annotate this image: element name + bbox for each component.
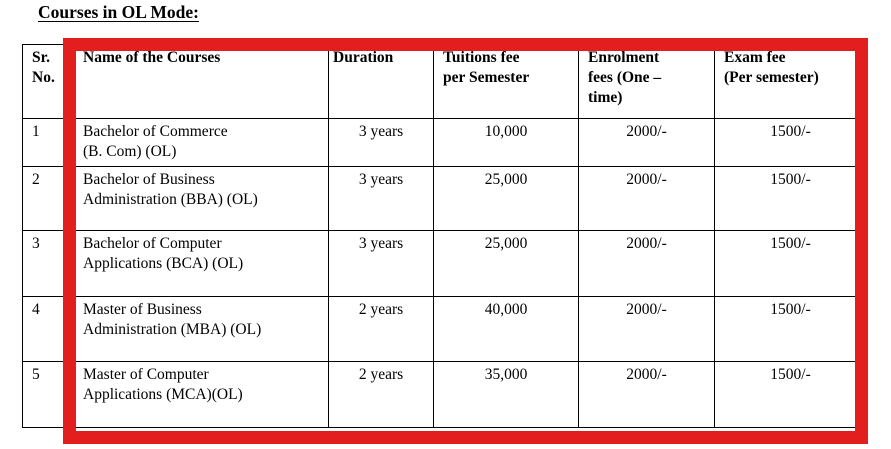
table-header-row: Sr. No. Name of the Courses Duration Tuitio…	[22, 44, 867, 119]
header-cell-enrol: Enrolment fees (One – time)	[578, 44, 715, 119]
cell-name: Bachelor of Computer Applications (BCA) …	[63, 230, 329, 297]
cell-sr: 3	[22, 230, 64, 297]
cell-tuition: 40,000	[433, 296, 579, 362]
cell-exam: 1500/-	[714, 361, 867, 428]
header-cell-tuition: Tuitions fee per Semester	[433, 44, 579, 119]
header-cell-exam: Exam fee (Per semester)	[714, 44, 867, 119]
cell-enrol: 2000/-	[578, 361, 715, 428]
table-body: 1 Bachelor of Commerce (B. Com) (OL) 3 yea…	[22, 118, 867, 428]
cell-enrol: 2000/-	[578, 296, 715, 362]
cell-exam: 1500/-	[714, 296, 867, 362]
cell-duration: 2 years	[328, 296, 434, 362]
page-title: Courses in OL Mode:	[38, 2, 199, 22]
table-header: Sr. No. Name of the Courses Duration Tuitio…	[22, 44, 867, 119]
table-row: 3 Bachelor of Computer Applications (BCA)…	[22, 230, 867, 297]
cell-exam: 1500/-	[714, 118, 867, 167]
cell-enrol: 2000/-	[578, 230, 715, 297]
cell-enrol: 2000/-	[578, 118, 715, 167]
cell-name: Bachelor of Commerce (B. Com) (OL)	[63, 118, 329, 167]
header-cell-name: Name of the Courses	[63, 44, 329, 119]
cell-duration: 3 years	[328, 166, 434, 231]
cell-name: Master of Business Administration (MBA) …	[63, 296, 329, 362]
table-row: 1 Bachelor of Commerce (B. Com) (OL) 3 yea…	[22, 118, 867, 167]
header-cell-sr: Sr. No.	[22, 44, 64, 119]
cell-sr: 4	[22, 296, 64, 362]
header-cell-duration: Duration	[328, 44, 434, 119]
cell-sr: 5	[22, 361, 64, 428]
cell-tuition: 25,000	[433, 230, 579, 297]
cell-enrol: 2000/-	[578, 166, 715, 231]
cell-tuition: 25,000	[433, 166, 579, 231]
table-row: 5 Master of Computer Applications (MCA)(O…	[22, 361, 867, 428]
cell-tuition: 10,000	[433, 118, 579, 167]
cell-duration: 3 years	[328, 230, 434, 297]
cell-exam: 1500/-	[714, 230, 867, 297]
cell-name: Master of Computer Applications (MCA)(OL…	[63, 361, 329, 428]
cell-sr: 1	[22, 118, 64, 167]
table-row: 4 Master of Business Administration (MBA)…	[22, 296, 867, 362]
cell-tuition: 35,000	[433, 361, 579, 428]
cell-duration: 2 years	[328, 361, 434, 428]
cell-duration: 3 years	[328, 118, 434, 167]
cell-sr: 2	[22, 166, 64, 231]
cell-name: Bachelor of Business Administration (BBA…	[63, 166, 329, 231]
table-row: 2 Bachelor of Business Administration (BB…	[22, 166, 867, 231]
cell-exam: 1500/-	[714, 166, 867, 231]
courses-table: Sr. No. Name of the Courses Duration Tuitio…	[22, 44, 867, 428]
